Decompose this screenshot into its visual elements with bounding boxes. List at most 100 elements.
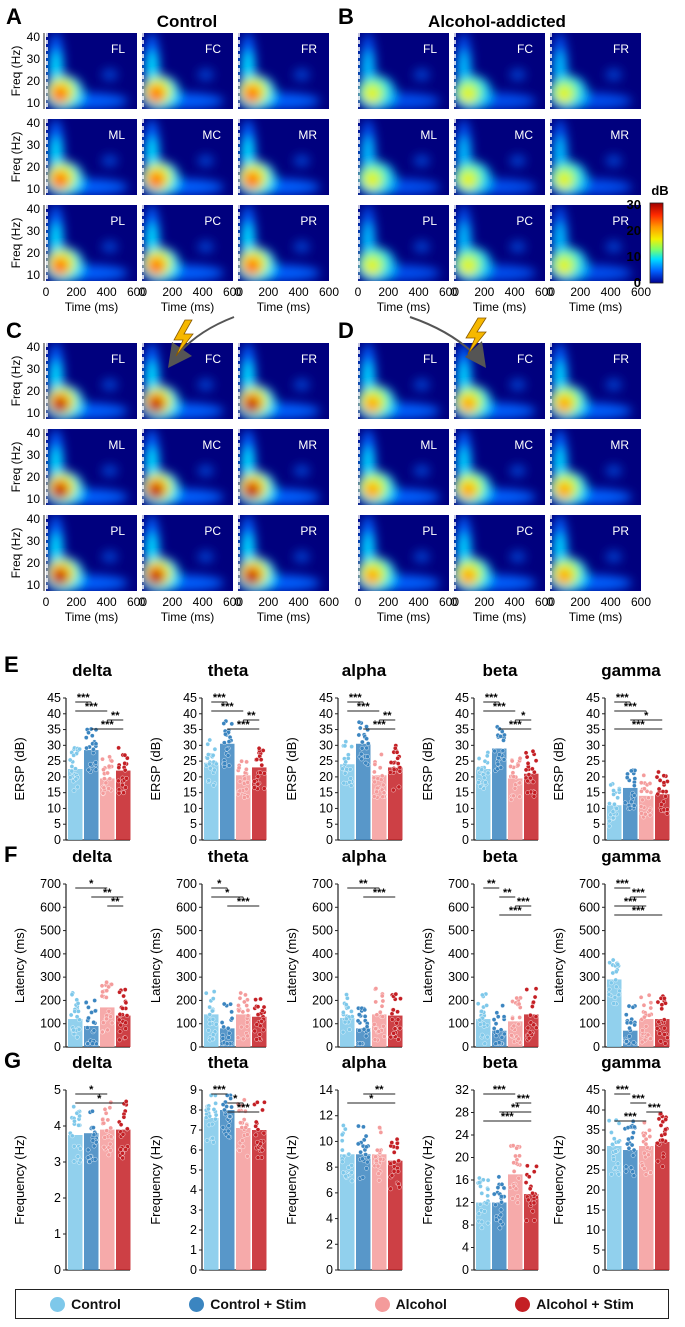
- chart-title: delta: [72, 661, 112, 680]
- significance-label: **: [359, 878, 368, 890]
- data-point: [206, 1028, 211, 1033]
- data-point: [223, 731, 228, 737]
- data-point: [341, 780, 347, 786]
- data-point: [93, 760, 99, 765]
- data-point: [83, 1000, 89, 1005]
- data-point: [120, 1150, 125, 1156]
- significance-label: ***: [493, 1084, 507, 1096]
- data-point: [632, 783, 637, 788]
- significance-label: *: [521, 710, 526, 722]
- significance-label: *: [97, 1093, 102, 1105]
- significance-bracket: **: [379, 710, 396, 722]
- y-tick: 1: [190, 1243, 197, 1257]
- bar-alcohol_stim: [655, 794, 670, 840]
- stim-arrow-control: [168, 316, 235, 368]
- data-point: [210, 752, 216, 758]
- data-point: [71, 788, 77, 793]
- data-point: [256, 746, 262, 751]
- data-point: [608, 980, 614, 986]
- data-point: [657, 778, 663, 783]
- data-point: [485, 1220, 491, 1226]
- significance-bracket: ***: [363, 887, 396, 899]
- data-point: [530, 766, 535, 772]
- data-point: [616, 1139, 621, 1145]
- colorbar-tick: 10: [627, 249, 641, 264]
- x-axis-label: Time (ms): [473, 300, 527, 314]
- x-tick: 400: [289, 595, 309, 609]
- x-tick: 200: [66, 595, 86, 609]
- x-tick: 200: [474, 285, 494, 299]
- y-tick: 300: [176, 970, 197, 984]
- data-point: [380, 794, 386, 800]
- y-tick: 100: [448, 1017, 469, 1031]
- data-point: [516, 1036, 521, 1042]
- data-point: [484, 1200, 490, 1206]
- data-point: [606, 986, 612, 992]
- data-point: [659, 1006, 665, 1012]
- data-point: [609, 1130, 614, 1135]
- significance-label: *: [89, 1084, 94, 1096]
- data-point: [255, 774, 261, 779]
- data-point: [379, 752, 384, 757]
- data-point: [493, 1033, 499, 1039]
- data-point: [495, 1014, 501, 1019]
- data-point: [381, 790, 387, 796]
- y-tick: 0: [326, 1263, 333, 1277]
- data-point: [646, 992, 652, 998]
- data-point: [395, 1009, 400, 1015]
- data-point: [632, 776, 638, 781]
- data-point: [513, 1153, 518, 1159]
- significance-bracket: *: [211, 878, 228, 890]
- data-point: [501, 1185, 507, 1191]
- data-point: [206, 778, 212, 783]
- data-point: [244, 759, 249, 765]
- data-point: [108, 1134, 114, 1140]
- y-tick: 30: [27, 448, 41, 462]
- y-tick: 30: [183, 738, 197, 752]
- channel-label: ML: [420, 438, 437, 452]
- data-point: [343, 1002, 349, 1007]
- data-point: [479, 767, 485, 773]
- y-tick: 15: [586, 1203, 600, 1217]
- data-point: [101, 785, 107, 791]
- bar-chart-delta: delta 0 1 2 3 4 5 Frequency (Hz) **: [12, 1053, 131, 1277]
- y-tick: 40: [27, 116, 41, 130]
- x-tick: 200: [570, 595, 590, 609]
- significance-label: ***: [632, 1093, 646, 1105]
- data-point: [371, 775, 377, 781]
- data-point: [517, 780, 523, 786]
- significance-label: *: [233, 1093, 238, 1105]
- data-point: [484, 753, 490, 759]
- lightning-icon: [173, 319, 194, 357]
- data-point: [106, 1152, 112, 1158]
- panel-label-C: C: [6, 318, 22, 343]
- data-point: [93, 727, 99, 733]
- x-tick: 0: [355, 595, 362, 609]
- y-tick: 30: [27, 224, 41, 238]
- data-point: [106, 1008, 112, 1014]
- data-point: [118, 1122, 124, 1127]
- data-point: [104, 979, 109, 985]
- data-point: [477, 1180, 482, 1185]
- y-tick: 200: [40, 993, 61, 1007]
- y-tick: 20: [27, 556, 41, 570]
- data-point: [240, 1103, 245, 1108]
- y-tick: 20: [319, 770, 333, 784]
- bar-control: [607, 1146, 622, 1270]
- data-point: [495, 761, 501, 767]
- significance-bracket: ***: [483, 1111, 532, 1123]
- data-point: [123, 1000, 129, 1006]
- data-point: [259, 1019, 264, 1024]
- data-point: [395, 761, 401, 766]
- channel-label: PL: [110, 214, 125, 228]
- y-axis-label: Frequency (Hz): [551, 1135, 566, 1225]
- data-point: [623, 1168, 629, 1174]
- data-point: [494, 1010, 500, 1016]
- y-tick: 700: [40, 877, 61, 891]
- data-point: [516, 1175, 522, 1181]
- data-point: [104, 988, 110, 993]
- x-tick: 400: [193, 595, 213, 609]
- data-point: [638, 995, 644, 1000]
- data-point: [610, 815, 616, 821]
